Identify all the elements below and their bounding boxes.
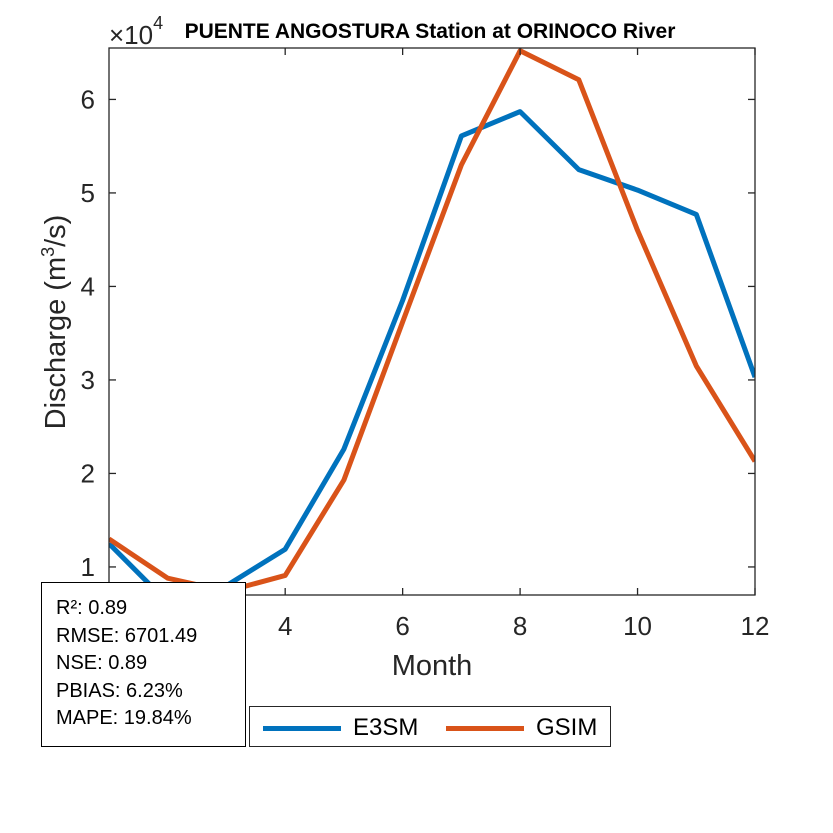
nse-stat: NSE: 0.89: [56, 652, 148, 674]
rmse-stat: RMSE: 6701.49: [56, 624, 198, 647]
series-line-gsim: [109, 48, 755, 594]
legend: E3SM GSIM: [249, 706, 611, 747]
x-tick-label: 12: [741, 611, 770, 641]
stats-box: R²: 0.89 RMSE: 6701.49 NSE: 0.89 PBIAS: …: [41, 582, 246, 747]
y-axis-label-main: Discharge (m: [40, 257, 72, 429]
y-axis-label: Discharge (m3/s): [38, 215, 72, 430]
x-tick-label: 6: [395, 611, 409, 641]
x-tick-label: 8: [513, 611, 527, 641]
y-tick-label: 1: [81, 552, 95, 582]
y-tick-label: 5: [81, 178, 95, 208]
y-axis-label-sup: 3: [38, 247, 58, 257]
y-tick-label: 2: [81, 458, 95, 488]
y-multiplier-exp: 4: [153, 13, 163, 33]
plot-frame: [108, 47, 756, 596]
y-tick-label: 6: [81, 84, 95, 114]
legend-swatch-gsim: [446, 726, 524, 731]
legend-swatch-e3sm: [263, 726, 341, 731]
x-tick-label: 10: [623, 611, 652, 641]
y-multiplier: ×104: [109, 13, 163, 50]
pbias-stat: PBIAS: 6.23%: [56, 679, 183, 702]
chart-title: PUENTE ANGOSTURA Station at ORINOCO Rive…: [185, 20, 676, 43]
y-tick-label: 4: [81, 271, 95, 301]
y-multiplier-base: ×10: [109, 20, 153, 50]
y-axis-label-end: /s): [40, 215, 72, 247]
axes-layer: [108, 47, 756, 596]
r2-stat: R²: 0.89: [56, 597, 128, 619]
legend-label-e3sm: E3SM: [353, 714, 419, 741]
y-tick-label: 3: [81, 365, 95, 395]
series-layer: [109, 48, 755, 595]
series-line-e3sm: [109, 109, 755, 595]
mape-stat: MAPE: 19.84%: [56, 707, 192, 729]
x-axis-label: Month: [392, 650, 473, 682]
legend-label-gsim: GSIM: [536, 714, 598, 741]
x-tick-label: 4: [278, 611, 292, 641]
